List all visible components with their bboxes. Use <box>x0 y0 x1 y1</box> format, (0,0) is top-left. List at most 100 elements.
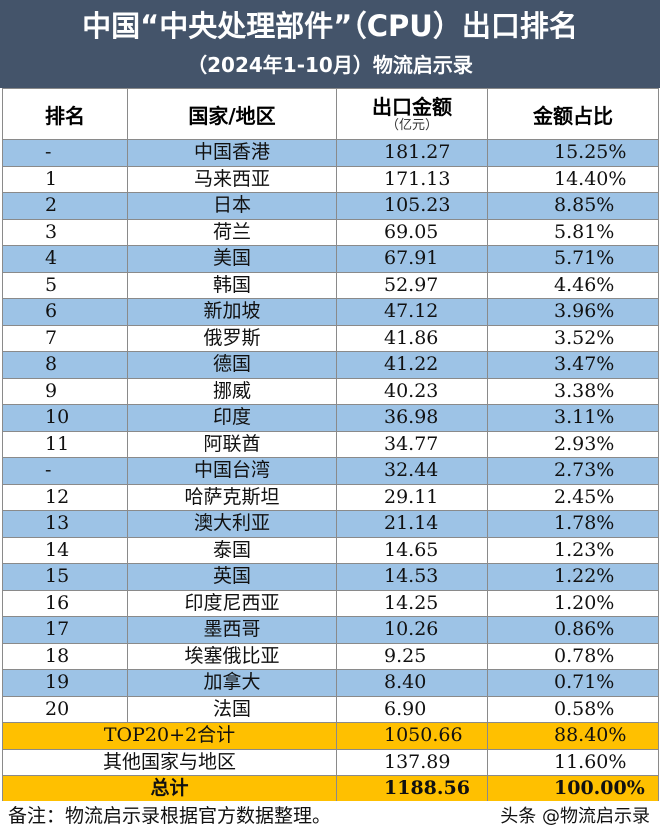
rank-cell: 8 <box>2 351 128 379</box>
share-cell: 0.71% <box>487 669 659 697</box>
summary-amount-cell: 1188.56 <box>336 775 488 803</box>
summary-label-cell: 其他国家与地区 <box>2 748 337 776</box>
page-subtitle: （2024年1-10月）物流启示录 <box>187 53 473 77</box>
share-cell: 1.22% <box>487 563 659 591</box>
table-row: 11 阿联酋 34.77 2.93% <box>2 430 659 458</box>
rank-cell: 13 <box>2 510 128 538</box>
footer: 备注：物流启示录根据官方数据整理。 头条 @物流启示录 <box>0 801 660 831</box>
table-row: 15 英国 14.53 1.22% <box>2 563 659 591</box>
share-cell: 8.85% <box>487 192 659 220</box>
region-cell: 哈萨克斯坦 <box>127 483 337 511</box>
table-row: 10 印度 36.98 3.11% <box>2 404 659 432</box>
table-row: 17 墨西哥 10.26 0.86% <box>2 616 659 644</box>
share-cell: 5.71% <box>487 245 659 273</box>
region-cell: 印度 <box>127 404 337 432</box>
share-cell: 5.81% <box>487 218 659 246</box>
table-row: 2 日本 105.23 8.85% <box>2 192 659 220</box>
table-row: 18 埃塞俄比亚 9.25 0.78% <box>2 642 659 670</box>
region-cell: 日本 <box>127 192 337 220</box>
column-header-region: 国家/地区 <box>127 88 337 140</box>
share-cell: 2.45% <box>487 483 659 511</box>
table-row: - 中国台湾 32.44 2.73% <box>2 457 659 485</box>
rank-cell: 14 <box>2 536 128 564</box>
share-cell: 3.96% <box>487 298 659 326</box>
region-cell: 印度尼西亚 <box>127 589 337 617</box>
region-cell: 荷兰 <box>127 218 337 246</box>
amount-cell: 29.11 <box>336 483 488 511</box>
summary-row: 其他国家与地区 137.89 11.60% <box>2 748 659 776</box>
table-row: 14 泰国 14.65 1.23% <box>2 536 659 564</box>
amount-cell: 40.23 <box>336 377 488 405</box>
amount-cell: 14.25 <box>336 589 488 617</box>
table-row: 7 俄罗斯 41.86 3.52% <box>2 324 659 352</box>
table-row: 8 德国 41.22 3.47% <box>2 351 659 379</box>
table-row: 12 哈萨克斯坦 29.11 2.45% <box>2 483 659 511</box>
region-cell: 墨西哥 <box>127 616 337 644</box>
share-cell: 14.40% <box>487 165 659 193</box>
summary-share-cell: 88.40% <box>487 722 659 750</box>
share-cell: 3.47% <box>487 351 659 379</box>
amount-cell: 10.26 <box>336 616 488 644</box>
table-row: 19 加拿大 8.40 0.71% <box>2 669 659 697</box>
amount-cell: 181.27 <box>336 139 488 167</box>
rank-cell: 3 <box>2 218 128 246</box>
region-cell: 中国香港 <box>127 139 337 167</box>
amount-cell: 52.97 <box>336 271 488 299</box>
table-row: 3 荷兰 69.05 5.81% <box>2 218 659 246</box>
amount-cell: 9.25 <box>336 642 488 670</box>
table-row: 20 法国 6.90 0.58% <box>2 695 659 723</box>
region-cell: 马来西亚 <box>127 165 337 193</box>
share-cell: 3.38% <box>487 377 659 405</box>
rank-cell: - <box>2 457 128 485</box>
region-cell: 法国 <box>127 695 337 723</box>
amount-cell: 8.40 <box>336 669 488 697</box>
rank-cell: 18 <box>2 642 128 670</box>
region-cell: 德国 <box>127 351 337 379</box>
export-ranking-table: 排名 国家/地区 出口金额 （亿元） 金额占比 - 中国香港 181.27 15.25… <box>2 88 659 803</box>
amount-cell: 47.12 <box>336 298 488 326</box>
summary-amount-cell: 137.89 <box>336 748 488 776</box>
share-cell: 2.93% <box>487 430 659 458</box>
share-cell: 15.25% <box>487 139 659 167</box>
amount-cell: 36.98 <box>336 404 488 432</box>
region-cell: 挪威 <box>127 377 337 405</box>
rank-cell: 5 <box>2 271 128 299</box>
rank-cell: 15 <box>2 563 128 591</box>
region-cell: 埃塞俄比亚 <box>127 642 337 670</box>
column-header-rank: 排名 <box>2 88 128 140</box>
share-cell: 2.73% <box>487 457 659 485</box>
table-row: 6 新加坡 47.12 3.96% <box>2 298 659 326</box>
rank-cell: 7 <box>2 324 128 352</box>
region-cell: 加拿大 <box>127 669 337 697</box>
rank-cell: - <box>2 139 128 167</box>
region-cell: 新加坡 <box>127 298 337 326</box>
region-cell: 美国 <box>127 245 337 273</box>
column-header-share: 金额占比 <box>487 88 659 140</box>
rank-cell: 10 <box>2 404 128 432</box>
rank-cell: 9 <box>2 377 128 405</box>
amount-cell: 6.90 <box>336 695 488 723</box>
region-cell: 英国 <box>127 563 337 591</box>
amount-cell: 34.77 <box>336 430 488 458</box>
amount-cell: 67.91 <box>336 245 488 273</box>
table-body: - 中国香港 181.27 15.25% 1 马来西亚 171.13 14.40% 2 日本 105… <box>2 139 659 803</box>
amount-cell: 14.65 <box>336 536 488 564</box>
rank-cell: 16 <box>2 589 128 617</box>
summary-share-cell: 11.60% <box>487 748 659 776</box>
table-row: 16 印度尼西亚 14.25 1.20% <box>2 589 659 617</box>
amount-cell: 69.05 <box>336 218 488 246</box>
table-row: 5 韩国 52.97 4.46% <box>2 271 659 299</box>
share-cell: 4.46% <box>487 271 659 299</box>
rank-cell: 1 <box>2 165 128 193</box>
rank-cell: 17 <box>2 616 128 644</box>
share-cell: 0.86% <box>487 616 659 644</box>
share-cell: 0.78% <box>487 642 659 670</box>
share-cell: 1.23% <box>487 536 659 564</box>
rank-cell: 19 <box>2 669 128 697</box>
share-cell: 1.20% <box>487 589 659 617</box>
summary-row: 总计 1188.56 100.00% <box>2 775 659 803</box>
source-note: 备注：物流启示录根据官方数据整理。 <box>8 805 332 827</box>
share-cell: 1.78% <box>487 510 659 538</box>
share-cell: 3.11% <box>487 404 659 432</box>
share-cell: 0.58% <box>487 695 659 723</box>
